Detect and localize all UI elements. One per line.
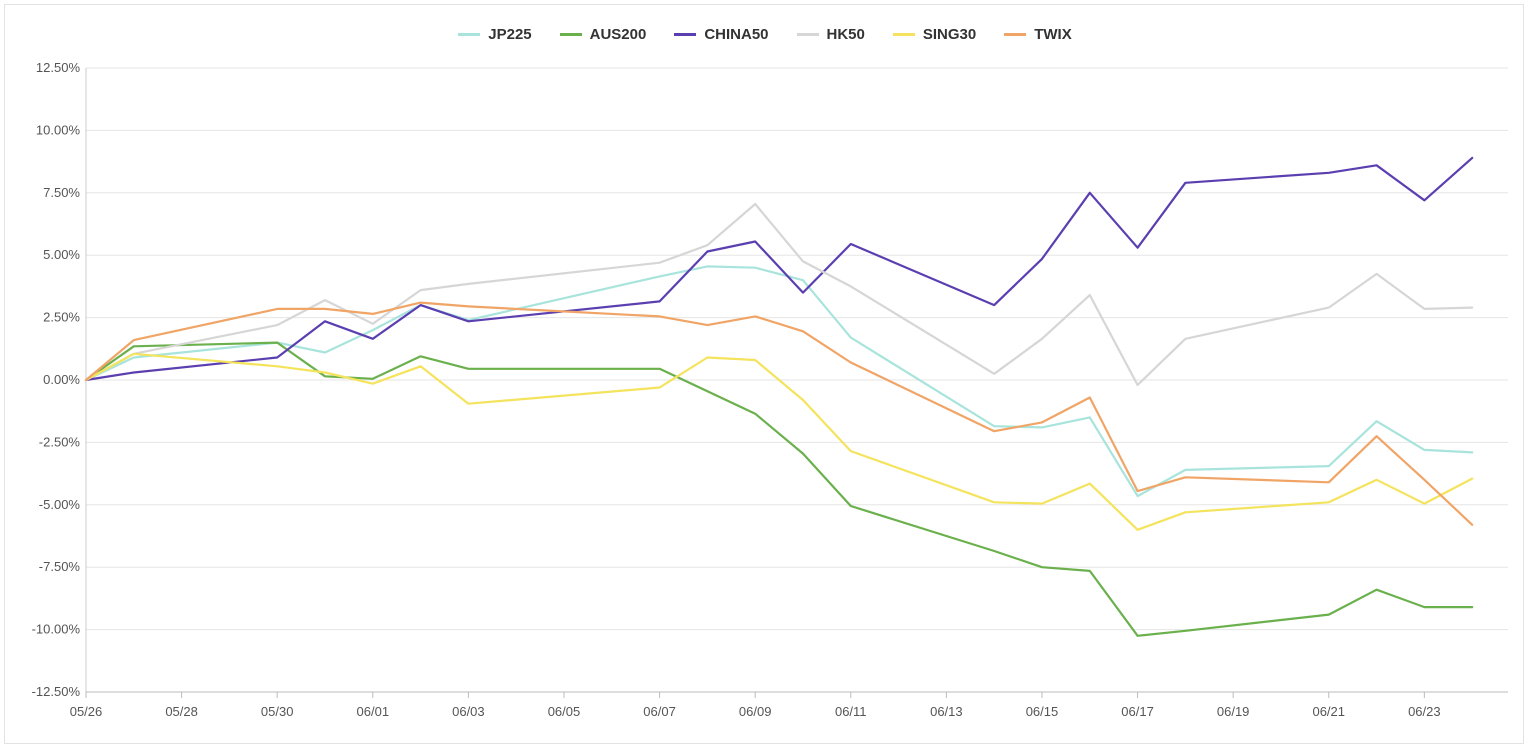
x-tick-label: 06/21 <box>1312 704 1345 719</box>
x-tick-label: 05/26 <box>70 704 103 719</box>
x-tick-label: 06/09 <box>739 704 772 719</box>
series-line-twix <box>84 301 1474 526</box>
x-tick-label: 06/15 <box>1026 704 1059 719</box>
legend-swatch-china50 <box>674 33 697 36</box>
y-tick-label: -12.50% <box>32 684 81 699</box>
legend-label-hk50: HK50 <box>826 26 865 43</box>
series-line-aus200 <box>84 341 1474 637</box>
chart-frame <box>4 4 1524 744</box>
series-line-sing30 <box>84 352 1474 531</box>
y-tick-label: 12.50% <box>36 60 81 75</box>
series-line-jp225 <box>84 265 1474 498</box>
chart-legend: JP225 AUS200 CHINA50 HK50 SING30 TWIX <box>0 26 1530 43</box>
legend-item-aus200[interactable]: AUS200 <box>559 26 647 43</box>
x-tick-label: 06/05 <box>548 704 581 719</box>
y-tick-label: 10.00% <box>36 122 81 137</box>
legend-label-china50: CHINA50 <box>704 26 769 43</box>
y-tick-label: -2.50% <box>39 434 81 449</box>
x-tick-label: 06/01 <box>357 704 390 719</box>
x-tick-label: 06/03 <box>452 704 485 719</box>
x-tick-label: 05/28 <box>165 704 198 719</box>
legend-item-jp225[interactable]: JP225 <box>458 26 532 43</box>
x-tick-label: 05/30 <box>261 704 294 719</box>
x-tick-label: 06/23 <box>1408 704 1441 719</box>
y-tick-label: 2.50% <box>43 310 80 325</box>
legend-label-jp225: JP225 <box>488 26 532 43</box>
y-tick-label: 7.50% <box>43 185 80 200</box>
y-tick-label: -10.00% <box>32 622 81 637</box>
x-tick-label: 06/19 <box>1217 704 1250 719</box>
series-line-china50 <box>84 156 1474 382</box>
y-tick-label: -5.00% <box>39 497 81 512</box>
legend-item-twix[interactable]: TWIX <box>1004 26 1072 43</box>
y-tick-label: 0.00% <box>43 372 80 387</box>
legend-item-hk50[interactable]: HK50 <box>796 26 865 43</box>
legend-swatch-sing30 <box>892 33 915 36</box>
series-line-hk50 <box>84 202 1474 387</box>
legend-item-china50[interactable]: CHINA50 <box>674 26 769 43</box>
legend-label-sing30: SING30 <box>922 26 977 43</box>
legend-item-sing30[interactable]: SING30 <box>892 26 977 43</box>
y-tick-label: -7.50% <box>39 559 81 574</box>
x-tick-label: 06/13 <box>930 704 963 719</box>
legend-swatch-hk50 <box>796 33 819 36</box>
legend-swatch-aus200 <box>559 33 582 36</box>
x-tick-label: 06/07 <box>643 704 676 719</box>
x-tick-label: 06/11 <box>835 704 867 719</box>
legend-swatch-twix <box>1004 33 1027 36</box>
legend-swatch-jp225 <box>458 33 481 36</box>
y-tick-label: 5.00% <box>43 247 80 262</box>
x-tick-label: 06/17 <box>1121 704 1154 719</box>
legend-label-aus200: AUS200 <box>589 26 647 43</box>
legend-label-twix: TWIX <box>1034 26 1072 43</box>
